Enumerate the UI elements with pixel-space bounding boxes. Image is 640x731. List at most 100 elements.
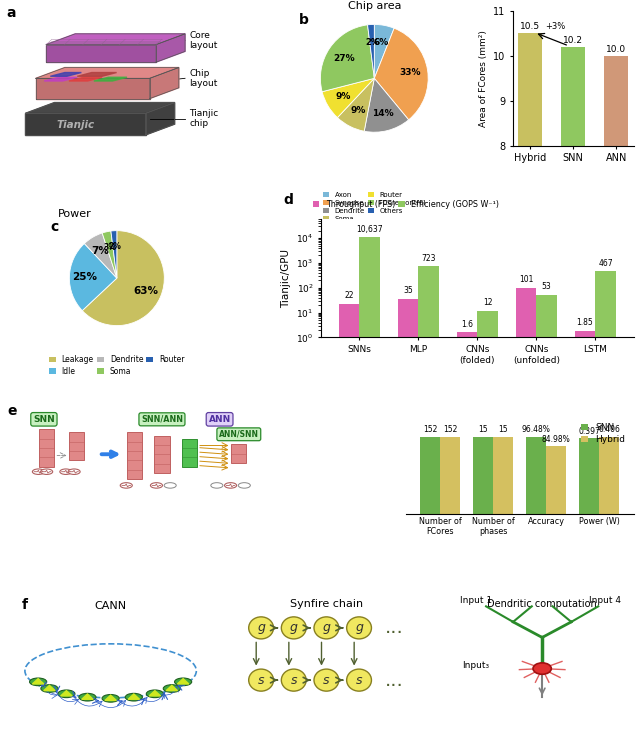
- Polygon shape: [156, 34, 185, 62]
- Ellipse shape: [29, 678, 47, 686]
- Legend: Axon, Synapse, Dendrite, Soma, Router, FCore control, Others: Axon, Synapse, Dendrite, Soma, Router, F…: [322, 191, 427, 223]
- Circle shape: [282, 669, 306, 691]
- Text: 10.0: 10.0: [606, 45, 627, 53]
- Text: 467: 467: [598, 259, 613, 268]
- Circle shape: [533, 663, 551, 674]
- Text: 2%: 2%: [365, 38, 379, 47]
- FancyBboxPatch shape: [39, 429, 54, 466]
- Polygon shape: [166, 686, 177, 691]
- Polygon shape: [94, 77, 127, 81]
- Text: c: c: [51, 220, 59, 234]
- Text: 33%: 33%: [399, 68, 420, 77]
- Ellipse shape: [41, 685, 58, 692]
- Polygon shape: [146, 102, 175, 135]
- Polygon shape: [26, 113, 146, 135]
- Wedge shape: [321, 25, 374, 91]
- Text: 10.5: 10.5: [520, 22, 540, 31]
- Wedge shape: [337, 78, 374, 132]
- Text: 2%: 2%: [108, 242, 122, 251]
- Text: Tianjic
chip: Tianjic chip: [189, 109, 218, 129]
- Text: 101: 101: [519, 275, 533, 284]
- Text: f: f: [22, 598, 28, 612]
- Text: g: g: [290, 621, 298, 635]
- Circle shape: [347, 617, 371, 639]
- Ellipse shape: [147, 690, 163, 697]
- Bar: [398, 299, 419, 731]
- Circle shape: [314, 617, 339, 639]
- Text: Chip
layout: Chip layout: [189, 69, 218, 88]
- Circle shape: [68, 469, 80, 474]
- Wedge shape: [367, 24, 374, 78]
- Circle shape: [120, 482, 132, 488]
- Text: 7%: 7%: [92, 246, 109, 256]
- Wedge shape: [374, 29, 428, 120]
- Circle shape: [211, 482, 223, 488]
- Circle shape: [249, 669, 273, 691]
- Text: e: e: [7, 404, 17, 418]
- Text: a: a: [7, 6, 16, 20]
- Ellipse shape: [163, 685, 180, 692]
- Wedge shape: [111, 231, 117, 278]
- Text: g: g: [355, 621, 363, 635]
- Text: 10,637: 10,637: [356, 225, 383, 234]
- Wedge shape: [322, 78, 374, 118]
- Bar: [536, 295, 557, 731]
- Title: Chip area: Chip area: [348, 1, 401, 11]
- Ellipse shape: [79, 693, 96, 701]
- Polygon shape: [82, 694, 93, 700]
- Text: +3%: +3%: [545, 22, 566, 31]
- Bar: [419, 267, 439, 731]
- Text: 35: 35: [403, 287, 413, 295]
- Legend: Leakage, Idle, Dendrite, Soma, Router: Leakage, Idle, Dendrite, Soma, Router: [45, 352, 188, 379]
- Text: s: s: [258, 674, 264, 686]
- Ellipse shape: [58, 690, 75, 697]
- Polygon shape: [149, 691, 161, 696]
- Wedge shape: [102, 231, 117, 278]
- Text: 3%: 3%: [104, 243, 116, 251]
- Text: ANN/SNN: ANN/SNN: [219, 430, 259, 439]
- FancyBboxPatch shape: [182, 439, 197, 466]
- Bar: [575, 331, 595, 731]
- Circle shape: [249, 617, 273, 639]
- FancyBboxPatch shape: [154, 436, 170, 473]
- Polygon shape: [77, 72, 116, 76]
- Text: 27%: 27%: [333, 53, 355, 63]
- Text: Input 1: Input 1: [460, 596, 492, 605]
- Ellipse shape: [175, 678, 192, 686]
- Polygon shape: [177, 678, 189, 684]
- Text: ...: ...: [385, 670, 404, 689]
- Polygon shape: [150, 67, 179, 99]
- Text: 22: 22: [344, 292, 354, 300]
- Polygon shape: [51, 72, 81, 76]
- Polygon shape: [36, 67, 179, 78]
- Text: 6%: 6%: [374, 38, 388, 48]
- Text: 53: 53: [542, 282, 552, 291]
- Polygon shape: [105, 695, 116, 700]
- Bar: [518, 34, 542, 505]
- Circle shape: [238, 482, 250, 488]
- Bar: [457, 333, 477, 731]
- Text: 9%: 9%: [335, 92, 351, 101]
- Text: Core
layout: Core layout: [189, 31, 218, 50]
- Bar: [339, 304, 360, 731]
- Text: 14%: 14%: [372, 109, 394, 118]
- Text: 1.6: 1.6: [461, 319, 473, 329]
- Bar: [477, 311, 498, 731]
- Text: 723: 723: [422, 254, 436, 263]
- Text: SNN/ANN: SNN/ANN: [141, 414, 183, 424]
- Ellipse shape: [125, 693, 142, 701]
- Wedge shape: [83, 231, 164, 325]
- Ellipse shape: [102, 694, 119, 702]
- Wedge shape: [364, 78, 409, 132]
- Bar: [604, 56, 628, 505]
- Circle shape: [33, 469, 44, 474]
- FancyBboxPatch shape: [127, 433, 142, 480]
- Wedge shape: [69, 243, 117, 311]
- Circle shape: [60, 469, 72, 474]
- Legend: Throughput (FPS), Efficiency (GOPS W⁻¹): Throughput (FPS), Efficiency (GOPS W⁻¹): [310, 197, 502, 212]
- Circle shape: [314, 669, 339, 691]
- Text: Power: Power: [58, 209, 92, 219]
- Text: SNN: SNN: [33, 414, 55, 424]
- FancyBboxPatch shape: [69, 433, 84, 461]
- Text: d: d: [284, 193, 294, 207]
